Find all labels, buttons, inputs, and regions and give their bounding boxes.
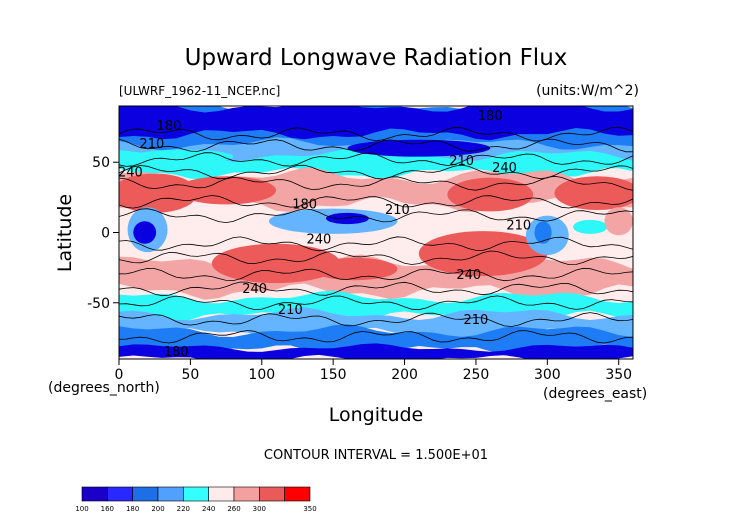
band-south-polar (119, 324, 633, 357)
region-australia (311, 257, 398, 281)
colorbar (81, 486, 311, 502)
contour-line (119, 250, 633, 266)
colorbar-segment (107, 486, 133, 502)
colorbar-segment (284, 486, 311, 502)
colorbar-label: 300 (253, 505, 266, 513)
y-unit-label: (degrees_north) (48, 380, 160, 396)
contour-label: 210 (278, 303, 303, 318)
colorbar-segment (233, 486, 260, 502)
region-subtropic-pacific-n (447, 177, 534, 212)
contour-label: 240 (492, 161, 517, 176)
colorbar-segment (208, 486, 235, 502)
chart-title: Upward Longwave Radiation Flux (185, 45, 568, 71)
contour-label: 180 (164, 345, 189, 360)
contour-line (119, 138, 633, 153)
colorbar-segment (259, 486, 285, 502)
band-south-mid (119, 307, 633, 340)
colorbar-label: 260 (227, 505, 240, 513)
contour-label: 180 (478, 109, 503, 124)
contour-line (119, 195, 633, 209)
x-tick-label: 100 (248, 367, 275, 383)
colorbar-segment (132, 486, 159, 502)
colorbar-label: 240 (202, 505, 215, 513)
y-tick-label: 50 (92, 155, 110, 171)
x-tick-label: 0 (115, 367, 124, 383)
x-tick-label: 200 (391, 367, 418, 383)
contour-labels: 180 210 240 210 240 210 180 240 210 240 240 210 210 1… (118, 109, 531, 360)
contour-line (119, 295, 633, 311)
region-sahara (119, 173, 198, 213)
contour-label: 180 (292, 198, 317, 213)
contour-label: 240 (456, 268, 481, 283)
contour-label: 240 (118, 165, 143, 180)
x-tick-label: 150 (320, 367, 347, 383)
contour-label: 210 (506, 219, 531, 234)
file-label: [ULWRF_1962-11_NCEP.nc] (119, 84, 280, 98)
contour-interval-text: CONTOUR INTERVAL = 1.500E+01 (264, 448, 488, 463)
y-tick-label: -50 (87, 296, 110, 312)
colorbar-labels: 100 160 180 200 220 240 260 300 350 (75, 505, 316, 513)
contour-line (119, 175, 633, 191)
contour-line (119, 208, 633, 224)
contour-label: 210 (139, 137, 164, 152)
colorbar-label: 220 (177, 505, 190, 513)
colorbar-label: 160 (101, 505, 114, 513)
colorbar-label: 350 (303, 505, 316, 513)
region-north-pacific-storm (347, 139, 491, 157)
contour-label: 240 (306, 233, 331, 248)
region-pacific-s (418, 231, 548, 277)
colorbar-segment (183, 486, 209, 502)
contour-line (119, 330, 633, 344)
contour-line (119, 267, 633, 282)
x-tick-label: 250 (463, 367, 490, 383)
contour-label: 180 (157, 119, 182, 134)
contour-label: 240 (242, 282, 267, 297)
x-tick-label: 350 (605, 367, 632, 383)
colorbar-label: 100 (75, 505, 88, 513)
x-tick-label: 50 (181, 367, 199, 383)
region-atlantic-pink (604, 207, 633, 236)
contour-line (119, 312, 633, 327)
region-indian-ocean-s (211, 243, 341, 284)
field-blobs (119, 139, 633, 284)
region-warm-pool-core (326, 212, 369, 225)
band-south-cap (119, 343, 633, 359)
y-axis-ticks: 50 0 -50 (87, 155, 119, 312)
region-amazon-core (534, 221, 552, 244)
contour-label: 210 (385, 203, 410, 218)
colorbar-segment (81, 486, 108, 502)
contour-line (119, 236, 633, 252)
region-itcz-atlantic (573, 219, 608, 234)
units-label: (units:W/m^2) (536, 83, 639, 99)
contour-label: 210 (449, 154, 474, 169)
contour-lines (119, 126, 633, 344)
contour-line (119, 152, 633, 167)
x-axis-ticks: 0 50 100 150 200 250 300 350 (115, 359, 632, 383)
y-axis-label: Latitude (54, 194, 76, 272)
contour-line (119, 164, 633, 180)
contour-label: 210 (464, 313, 489, 328)
region-subtropic-atlantic-n (554, 176, 633, 211)
band-north-cap (119, 106, 633, 141)
contour-line (119, 281, 633, 297)
colorbar-segment (157, 486, 184, 502)
x-tick-label: 300 (534, 367, 561, 383)
colorbar-label: 180 (126, 505, 139, 513)
x-axis-label: Longitude (329, 404, 424, 426)
y-tick-label: 0 (101, 226, 110, 242)
colorbar-label: 200 (151, 505, 164, 513)
region-africa-core (133, 221, 157, 244)
x-unit-label: (degrees_east) (543, 386, 647, 402)
plot-area (119, 106, 633, 359)
